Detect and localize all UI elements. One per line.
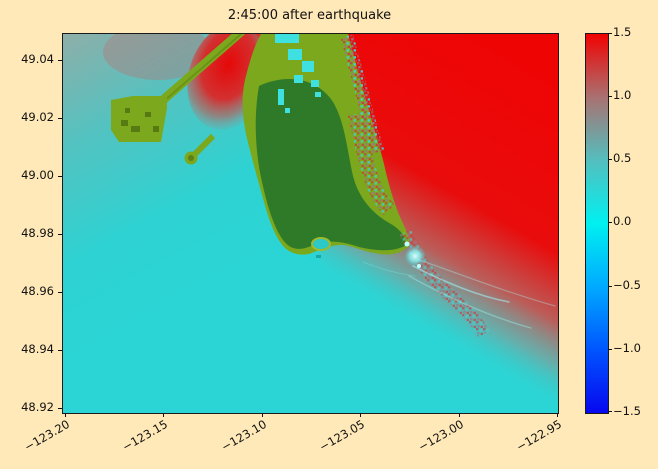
colorbar-tick-label: 1.5 <box>613 25 632 39</box>
x-tick-label: −123.10 <box>218 417 269 455</box>
x-tick-label: −123.05 <box>316 417 367 455</box>
x-tick-label: −123.15 <box>119 417 170 455</box>
x-tick-mark <box>163 413 164 417</box>
x-tick-mark <box>459 413 460 417</box>
y-tick-label: 48.92 <box>21 400 54 414</box>
map-plot-area <box>62 33 559 414</box>
y-tick-mark <box>58 350 62 351</box>
x-tick-mark <box>360 413 361 417</box>
colorbar-tick-mark <box>608 159 612 160</box>
x-tick-label: −123.00 <box>415 417 466 455</box>
colorbar-tick-label: −0.5 <box>613 278 641 292</box>
y-tick-label: 48.98 <box>21 226 54 240</box>
land-dark-green-interior <box>255 79 406 251</box>
mountain-shore-speckle-band <box>340 34 385 154</box>
tsunami-map <box>63 34 558 413</box>
colorbar-tick-label: 1.0 <box>613 88 632 102</box>
colorbar-tick-mark <box>608 286 612 287</box>
y-tick-mark <box>58 60 62 61</box>
ferry-causeway <box>160 34 246 104</box>
colorbar-tick-label: −1.0 <box>613 341 641 355</box>
x-tick-mark <box>262 413 263 417</box>
colorbar <box>585 33 609 414</box>
y-tick-mark <box>58 118 62 119</box>
y-tick-label: 48.94 <box>21 342 54 356</box>
y-tick-mark <box>58 176 62 177</box>
colorbar-tick-mark <box>608 96 612 97</box>
wave-front-streaks <box>362 241 556 329</box>
ferry-terminal <box>111 96 167 142</box>
x-tick-mark <box>557 413 558 417</box>
upper-left-haze <box>103 34 213 80</box>
y-tick-mark <box>58 292 62 293</box>
colorbar-tick-label: −1.5 <box>613 404 641 418</box>
y-tick-label: 49.04 <box>21 52 54 66</box>
colorbar-tick-mark <box>608 411 612 412</box>
colorbar-tick-label: 0.0 <box>613 214 632 228</box>
y-tick-label: 49.02 <box>21 110 54 124</box>
x-tick-label: −123.20 <box>21 417 72 455</box>
colorbar-tick-mark <box>608 33 612 34</box>
colorbar-tick-label: 0.5 <box>613 151 632 165</box>
colorbar-tick-mark <box>608 222 612 223</box>
y-tick-mark <box>58 408 62 409</box>
pond <box>311 237 331 258</box>
marsh-channel-speckle-band <box>347 112 395 215</box>
shallow-cyan-patches <box>275 34 321 113</box>
x-tick-label: −122.95 <box>513 417 564 455</box>
colorbar-tick-mark <box>608 349 612 350</box>
small-jetty <box>184 133 216 165</box>
x-tick-mark <box>65 413 66 417</box>
y-tick-mark <box>58 234 62 235</box>
y-tick-label: 49.00 <box>21 168 54 182</box>
plot-title: 2:45:00 after earthquake <box>227 8 392 23</box>
y-tick-label: 48.96 <box>21 284 54 298</box>
